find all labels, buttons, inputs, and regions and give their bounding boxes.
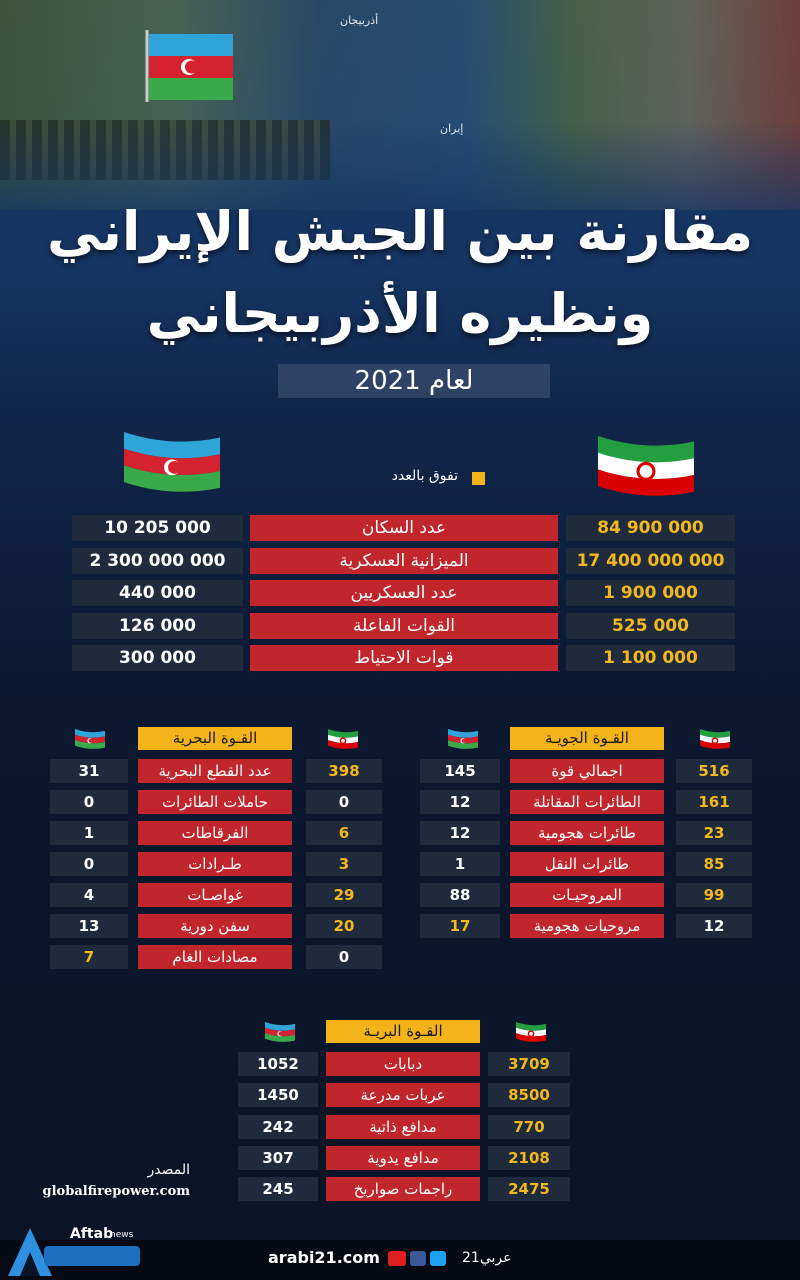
iran-value: 29 — [306, 883, 382, 907]
row-label: طائرات هجومية — [510, 821, 664, 845]
row-label: مدافع ذاتية — [326, 1114, 480, 1139]
iran-flag — [516, 1022, 546, 1042]
azerbaijan-value: 13 — [50, 914, 128, 938]
aftab-name: Aftab — [70, 1226, 114, 1242]
title-line: مقارنة بين الجيش الإيراني — [46, 200, 754, 263]
row-label: المروحيـات — [510, 883, 664, 907]
row-label: حاملات الطائرات — [138, 790, 292, 814]
iran-value: 3709 — [488, 1052, 570, 1076]
iran-value: 99 — [676, 883, 752, 907]
iran-value: 84 900 000 — [566, 515, 735, 541]
row-label: قوات الاحتياط — [250, 645, 558, 671]
iran-value: 8500 — [488, 1083, 570, 1108]
row-label: غواصـات — [138, 883, 292, 907]
row-label: طائرات النقل — [510, 852, 664, 876]
azerbaijan-value: 31 — [50, 759, 128, 783]
azerbaijan-value: 12 — [420, 790, 500, 814]
iran-value: 2108 — [488, 1145, 570, 1170]
iran-value: 161 — [676, 790, 752, 814]
iran-value: 1 900 000 — [566, 580, 735, 606]
row-label: عربات مدرعة — [326, 1083, 480, 1108]
source-url: globalfirepower.com — [42, 1184, 190, 1199]
azerbaijan-value: 245 — [238, 1177, 318, 1202]
iran-value: 1 100 000 — [566, 645, 735, 671]
row-label: عدد القطع البحرية — [138, 759, 292, 783]
row-label: مصادات الغام — [138, 945, 292, 969]
row-label: عدد العسكريين — [250, 580, 558, 606]
azerbaijan-value: 1 — [50, 821, 128, 845]
azerbaijan-value: 307 — [238, 1145, 318, 1170]
iran-flag — [598, 436, 694, 496]
iran-value: 17 400 000 000 — [566, 547, 735, 574]
row-label: الميزانية العسكرية — [250, 547, 558, 574]
section-title: القـوة الجويـة — [510, 727, 664, 750]
iran-value: 0 — [306, 945, 382, 969]
row-label: مدافع يدوية — [326, 1145, 480, 1170]
azerbaijan-value: 1450 — [238, 1083, 318, 1108]
iran-value: 398 — [306, 759, 382, 783]
azerbaijan-value: 12 — [420, 821, 500, 845]
azerbaijan-value: 10 205 000 — [72, 515, 243, 541]
iran-flag — [700, 729, 730, 749]
aftab-logo — [8, 1228, 140, 1276]
azerbaijan-flag — [124, 432, 220, 492]
azerbaijan-flag — [75, 729, 105, 749]
azerbaijan-value: 1052 — [238, 1052, 318, 1076]
azerbaijan-value: 2 300 000 000 — [72, 547, 243, 574]
azerbaijan-value: 7 — [50, 945, 128, 969]
site-url: arabi21.com — [268, 1248, 380, 1267]
azerbaijan-value: 126 000 — [72, 612, 243, 639]
iran-value: 12 — [676, 914, 752, 938]
row-label: سفن دورية — [138, 914, 292, 938]
brand: عربي21 — [462, 1250, 512, 1266]
row-label: الطائرات المقاتلة — [510, 790, 664, 814]
iran-value: 23 — [676, 821, 752, 845]
azerbaijan-value: 145 — [420, 759, 500, 783]
legend-label: تفوق بالعدد — [391, 468, 458, 484]
row-label: الفرقاطات — [138, 821, 292, 845]
azerbaijan-value: 242 — [238, 1114, 318, 1139]
title-line: ونظيره الأذربيجاني — [146, 282, 654, 345]
azerbaijan-flag — [265, 1022, 295, 1042]
photo-fade — [0, 120, 800, 240]
year: لعام 2021 — [278, 364, 550, 398]
azerbaijan-value: 4 — [50, 883, 128, 907]
aftab-news: news — [110, 1230, 134, 1240]
azerbaijan-flag — [448, 729, 478, 749]
legend-swatch — [472, 472, 485, 485]
azerbaijan-value: 17 — [420, 914, 500, 938]
azerbaijan-value: 88 — [420, 883, 500, 907]
iran-value: 516 — [676, 759, 752, 783]
row-label: طـرادات — [138, 852, 292, 876]
row-label: القوات الفاعلة — [250, 612, 558, 639]
azerbaijan-flag-photo — [145, 30, 233, 102]
iran-value: 525 000 — [566, 612, 735, 639]
row-label: دبابات — [326, 1052, 480, 1076]
row-label: اجمالي قوة — [510, 759, 664, 783]
iran-flag — [328, 729, 358, 749]
iran-value: 3 — [306, 852, 382, 876]
row-label: راجمات صواريخ — [326, 1177, 480, 1202]
map-label: إيران — [440, 122, 464, 135]
iran-value: 6 — [306, 821, 382, 845]
row-label: عدد السكان — [250, 515, 558, 541]
iran-value: 770 — [488, 1114, 570, 1139]
map-label: أذربيجان — [340, 14, 379, 27]
azerbaijan-value: 0 — [50, 852, 128, 876]
iran-value: 0 — [306, 790, 382, 814]
section-title: القـوة البريـة — [326, 1020, 480, 1043]
row-label: مروحيات هجومية — [510, 914, 664, 938]
azerbaijan-value: 0 — [50, 790, 128, 814]
azerbaijan-value: 1 — [420, 852, 500, 876]
iran-value: 2475 — [488, 1177, 570, 1202]
source-label: المصدر — [147, 1162, 191, 1178]
iran-value: 85 — [676, 852, 752, 876]
social-icons — [388, 1251, 446, 1266]
iran-value: 20 — [306, 914, 382, 938]
section-title: القـوة البحرية — [138, 727, 292, 750]
azerbaijan-value: 300 000 — [72, 645, 243, 671]
azerbaijan-value: 440 000 — [72, 580, 243, 606]
